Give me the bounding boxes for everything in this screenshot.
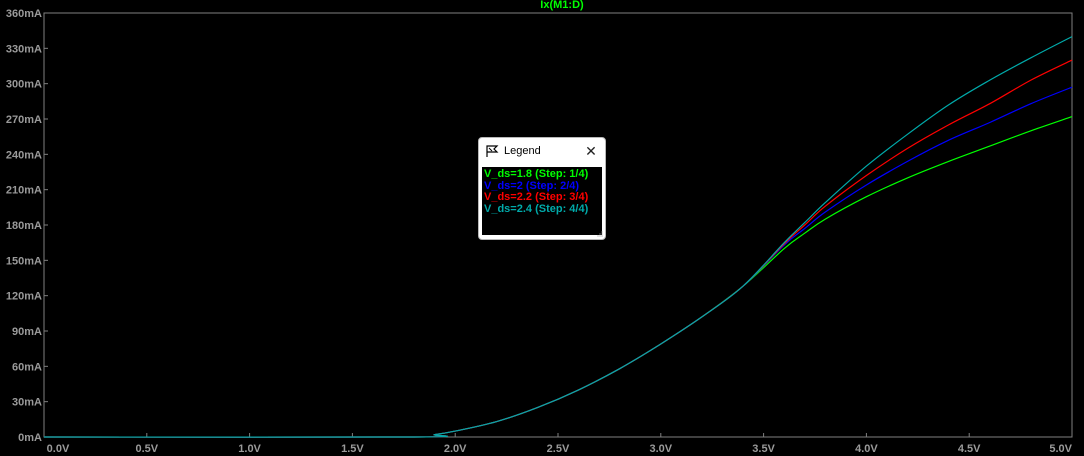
y-tick-label: 30mA xyxy=(12,397,42,409)
x-tick-label: 5.0V xyxy=(1049,443,1072,455)
y-tick-label: 0mA xyxy=(18,432,42,444)
series-line-4 xyxy=(43,36,1073,438)
y-tick-label: 150mA xyxy=(6,255,42,267)
x-tick-label: 0.5V xyxy=(135,443,158,455)
x-tick-label: 4.0V xyxy=(855,443,878,455)
legend-window[interactable]: Legend ✕ V_ds=1.8 (Step: 1/4) V_ds=2 (Ste… xyxy=(478,137,606,240)
close-icon[interactable]: ✕ xyxy=(585,142,597,159)
resize-grip-icon[interactable] xyxy=(597,231,603,237)
legend-flag-icon xyxy=(486,145,499,157)
y-tick-label: 60mA xyxy=(12,361,42,373)
y-tick-label: 360mA xyxy=(6,8,42,20)
x-tick-label: 1.5V xyxy=(341,443,364,455)
legend-title: Legend xyxy=(504,145,541,157)
x-tick-label: 2.0V xyxy=(444,443,467,455)
legend-header[interactable]: Legend ✕ xyxy=(479,138,605,164)
legend-entry-1: V_ds=1.8 (Step: 1/4) xyxy=(484,168,589,180)
legend-entry-3: V_ds=2.2 (Step: 3/4) xyxy=(484,191,589,203)
series-line-3 xyxy=(43,59,1073,438)
x-tick-label: 2.5V xyxy=(547,443,570,455)
y-tick-label: 210mA xyxy=(6,185,42,197)
x-tick-label: 4.5V xyxy=(958,443,981,455)
chart-title: Ix(M1:D) xyxy=(540,0,584,11)
x-tick-label: 1.0V xyxy=(238,443,261,455)
y-tick-label: 270mA xyxy=(6,114,42,126)
y-tick-label: 120mA xyxy=(6,291,42,303)
y-tick-label: 90mA xyxy=(12,326,42,338)
x-tick-label: 0.0V xyxy=(47,443,70,455)
series-lines xyxy=(43,36,1073,438)
legend-entry-4: V_ds=2.4 (Step: 4/4) xyxy=(484,202,589,215)
legend-entries: V_ds=1.8 (Step: 1/4) V_ds=2 (Step: 2/4) V_… xyxy=(482,167,602,235)
axis-ticks: 0mA 30mA 60mA 90mA 120mA 150mA 180mA 210mA 240mA… xyxy=(6,8,1073,455)
y-tick-label: 240mA xyxy=(6,149,42,161)
x-tick-label: 3.0V xyxy=(649,443,672,455)
y-tick-label: 300mA xyxy=(6,79,42,91)
y-tick-label: 330mA xyxy=(6,43,42,55)
legend-entry-2: V_ds=2 (Step: 2/4) xyxy=(484,179,580,192)
y-tick-label: 180mA xyxy=(6,220,42,232)
x-tick-label: 3.5V xyxy=(752,443,775,455)
